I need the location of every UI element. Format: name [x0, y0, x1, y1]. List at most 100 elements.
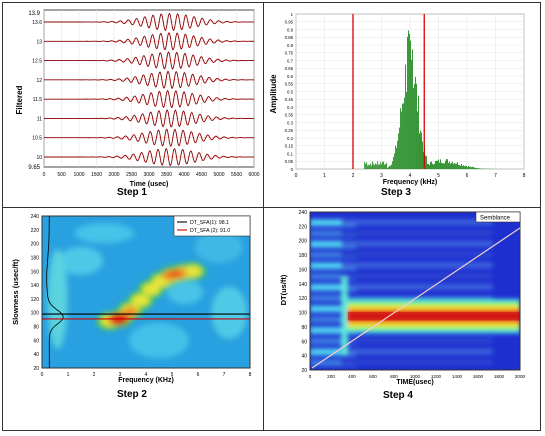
step4-texture-band	[310, 294, 357, 302]
step4-band-cell	[448, 311, 452, 321]
step3-xtick-label: 3	[380, 173, 383, 179]
horizontal-divider	[3, 207, 540, 208]
step1-trace-line	[44, 90, 254, 109]
step4-band-cell	[369, 311, 373, 321]
step4-band-cell	[388, 311, 392, 321]
step4-xtick-label: 1800	[494, 374, 505, 379]
step2-xtick-label: 0	[41, 372, 44, 378]
step3-ytick-label: 0.5	[287, 89, 294, 94]
step2-bg-blob	[74, 223, 135, 244]
step1-trace-line	[44, 109, 254, 128]
step2-heatmap	[42, 216, 250, 368]
step4-texture-band	[310, 337, 357, 345]
step4-texture-band	[310, 305, 357, 313]
step2-ytick-label: 60	[33, 338, 39, 344]
step4-band-cell	[364, 311, 368, 321]
step2-legend-label: DT_SFA(1): 98.1	[190, 220, 229, 226]
step1-trace-label: 12.5	[32, 59, 42, 65]
step1-ylabel: Filtered	[15, 85, 24, 114]
step3-ytick-label: 0	[291, 167, 294, 172]
step1-xtick-label: 500	[57, 172, 66, 178]
step3-xtick-label: 0	[295, 173, 298, 179]
step4-texture-band	[341, 273, 493, 280]
step3-xtick-label: 6	[466, 173, 469, 179]
step4-band-cell	[358, 311, 362, 321]
step4-band-cell	[353, 311, 357, 321]
step3-ytick-label: 0.75	[285, 51, 294, 56]
step4-band-cell	[473, 311, 477, 321]
step4-xlabel: TIME(usec)	[396, 379, 433, 386]
step2-caption: Step 2	[116, 389, 147, 400]
step4-band-cell	[361, 311, 365, 321]
step4-band-cell	[405, 311, 409, 321]
step4-texture-band	[310, 348, 357, 356]
step4-band-cell	[451, 311, 455, 321]
step4-texture-band	[341, 283, 493, 290]
step4-band-cell	[517, 311, 520, 321]
step3-ytick-label: 0.2	[287, 136, 294, 141]
step4-band-cell	[410, 311, 414, 321]
step4-texture-band	[341, 219, 493, 226]
step3-ytick-label: 0.1	[287, 151, 294, 156]
step4-legend-label: Semblance	[480, 216, 511, 222]
step4-texture-band	[341, 229, 493, 236]
step1-trace-label: 11	[37, 116, 42, 122]
step4-band-cell	[432, 311, 436, 321]
step2-ytick-label: 180	[31, 255, 40, 261]
step4-band-cell	[476, 311, 480, 321]
step4-band-cell	[506, 311, 510, 321]
step4-band-cell	[489, 311, 493, 321]
step1-trace-line	[44, 70, 255, 89]
step4-ytick-label: 240	[299, 210, 308, 216]
step4-texture-band	[341, 337, 493, 344]
step1-trace-line	[44, 147, 255, 167]
step1-xtick-label: 6000	[248, 172, 259, 178]
step4-band-cell	[457, 311, 460, 321]
step4-band-cell	[347, 311, 351, 321]
step1-xtick-label: 0	[43, 172, 46, 178]
step2-spectrum-curve	[46, 216, 64, 368]
step3-xtick-label: 4	[409, 173, 412, 179]
step3-ytick-label: 0.15	[285, 144, 294, 149]
step4-band-cell	[375, 311, 379, 321]
step4-texture-band	[310, 359, 357, 367]
step2-ytick-label: 120	[31, 297, 40, 303]
step3-ytick-label: 0.05	[285, 159, 294, 164]
step1-xtick-label: 5500	[231, 172, 242, 178]
step4-texture-band	[310, 229, 357, 237]
step4-plot-frame	[309, 211, 521, 371]
step2-xlabel: Frequency (KHz)	[118, 377, 174, 384]
step4-xtick-label: 400	[348, 374, 356, 379]
step4-texture-band	[341, 240, 493, 247]
step2-bg-blob	[194, 231, 243, 264]
step1-xtick-label: 4000	[178, 172, 189, 178]
step1-trace-label: 13.6	[32, 20, 42, 26]
step4-ytick-label: 200	[299, 239, 308, 245]
step2-xtick-label: 5	[171, 372, 174, 378]
step3-xtick-label: 7	[494, 173, 497, 179]
step4-band-cell	[465, 311, 469, 321]
step4-band-cell	[407, 311, 411, 321]
step2-xtick-label: 6	[197, 372, 200, 378]
step1-xtick-label: 1000	[73, 172, 84, 178]
step1-xlabel: Time (usec)	[130, 181, 169, 188]
step4-ytick-label: 120	[299, 296, 308, 302]
step4-ytick-label: 100	[299, 311, 308, 317]
step4-band-cell	[478, 311, 482, 321]
step4-band-cell	[503, 311, 507, 321]
step3-ytick-label: 0.8	[287, 43, 294, 48]
step4-band-cell	[421, 311, 425, 321]
step4-band-cell	[418, 311, 422, 321]
step4-ytick-label: 140	[299, 282, 308, 288]
step4-band-cell	[500, 311, 504, 321]
step2-bg-blob	[59, 246, 103, 275]
vertical-divider	[263, 3, 264, 430]
step3-ytick-label: 0.4	[287, 105, 294, 110]
step4-xtick-label: 200	[327, 374, 335, 379]
step4-band-cell	[487, 311, 491, 321]
step2-bg-blob	[47, 248, 68, 349]
step2-ytick-label: 160	[31, 269, 40, 275]
step4-texture-band	[310, 326, 357, 334]
step1-chart: Filtered 13.6 13 12.5 12 11.5 11 10.5 10 13.9 9…	[15, 9, 260, 188]
step4-ytick-label: 60	[301, 339, 307, 345]
